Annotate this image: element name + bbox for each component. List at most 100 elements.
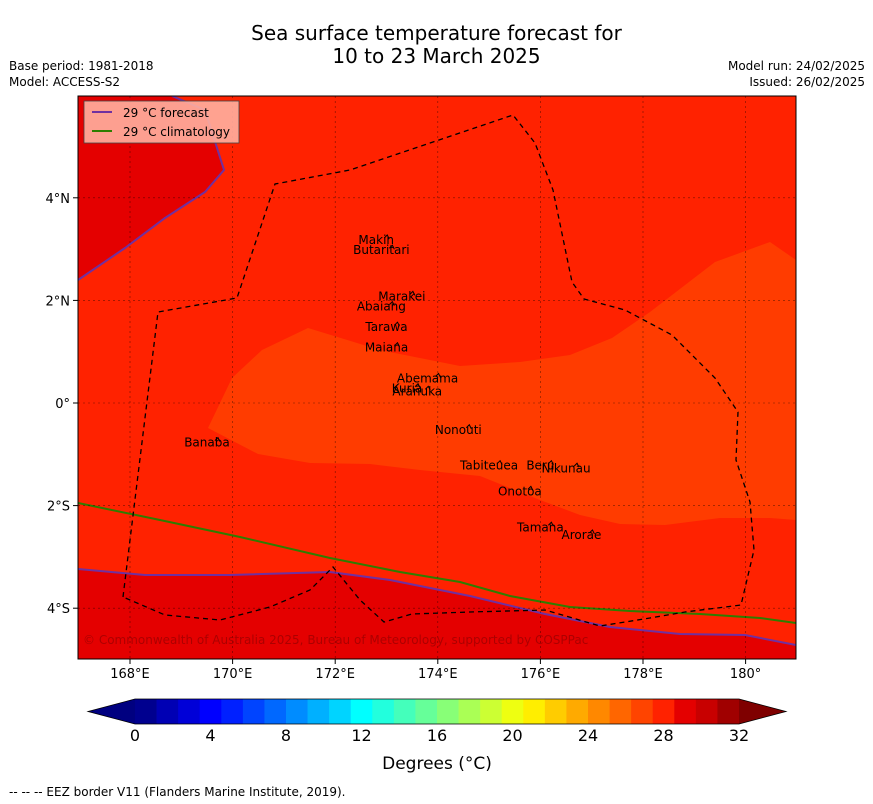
map-legend: 29 °C forecast 29 °C climatology xyxy=(83,100,240,144)
island-outline xyxy=(394,341,400,347)
x-tick-label: 176°E xyxy=(521,667,561,682)
island-outline xyxy=(414,382,421,388)
colorbar-segment xyxy=(135,699,157,724)
colorbar-tick-label: 8 xyxy=(281,726,291,745)
colorbar-segment xyxy=(609,699,632,724)
warm-pool-south xyxy=(78,569,796,659)
meta-left: Base period: 1981-2018 Model: ACCESS-S2 xyxy=(9,58,154,90)
island-outline xyxy=(394,321,400,327)
y-tick-label: 4°N xyxy=(46,192,71,207)
colorbar-segment xyxy=(393,699,416,724)
colorbar-segment xyxy=(631,699,654,724)
island-outline xyxy=(409,290,416,296)
island-outline xyxy=(589,529,595,535)
colorbar-segment xyxy=(221,699,244,724)
colorbar-segment xyxy=(156,699,179,724)
colorbar-segment xyxy=(350,699,373,724)
place-label: Tarawa xyxy=(364,320,407,334)
colorbar-segment xyxy=(415,699,438,724)
colorbar-tick-label: 16 xyxy=(427,726,447,745)
place-label: Beru xyxy=(526,459,554,473)
legend-box xyxy=(83,100,240,144)
legend-forecast-label: 29 °C forecast xyxy=(123,106,209,120)
colorbar-tick-label: 20 xyxy=(502,726,522,745)
island-outline xyxy=(548,459,554,465)
place-label: Marakei xyxy=(378,289,425,303)
colorbar-segment xyxy=(480,699,503,724)
island-outline xyxy=(214,436,221,442)
eez-source-note: -- -- -- EEZ border V11 (Flanders Marine… xyxy=(9,785,346,799)
meta-right: Model run: 24/02/2025 Issued: 26/02/2025 xyxy=(728,58,865,90)
gridlines xyxy=(78,96,796,659)
colorbar-segment xyxy=(717,699,740,724)
colorbar-segment xyxy=(372,699,395,724)
colorbar-tick-label: 32 xyxy=(729,726,749,745)
colorbar-segment xyxy=(199,699,222,724)
colorbar-segment xyxy=(695,699,718,724)
legend-climatology-label: 29 °C climatology xyxy=(123,125,230,139)
place-label: Kuria xyxy=(392,382,423,396)
colorbar-segment xyxy=(501,699,524,724)
copyright-text: © Commonwealth of Australia 2025, Bureau… xyxy=(83,633,588,647)
colorbar-over-arrow xyxy=(739,699,786,724)
colorbar-tick-label: 4 xyxy=(205,726,215,745)
place-label: Onotoa xyxy=(498,484,542,498)
colorbar-segment xyxy=(544,699,567,724)
place-label: Aranuka xyxy=(392,384,442,398)
place-label: Arorae xyxy=(561,528,601,542)
issued-date: Issued: 26/02/2025 xyxy=(749,75,865,89)
colorbar-tick-label: 12 xyxy=(351,726,371,745)
island-outline xyxy=(389,300,395,306)
colorbar: 0 4 8 12 16 20 24 28 32 xyxy=(86,698,788,745)
colorbar-segment xyxy=(307,699,330,724)
place-label: Butaritari xyxy=(353,243,410,257)
y-tick-label: 2°N xyxy=(46,294,71,309)
map-frame xyxy=(77,95,797,660)
climatology-contour xyxy=(78,502,796,624)
x-tick-label: 178°E xyxy=(623,667,663,682)
island-outline xyxy=(496,459,503,465)
colorbar-segment xyxy=(458,699,481,724)
place-label: Nikunau xyxy=(542,461,591,475)
island-outline xyxy=(548,521,554,527)
colorbar-segment xyxy=(264,699,287,724)
y-tick-label: 0° xyxy=(55,397,70,412)
y-tick-label: 2°S xyxy=(47,500,70,515)
sst-field-27-28 xyxy=(208,242,796,525)
place-label: Banaba xyxy=(184,436,230,450)
colorbar-tick-label: 0 xyxy=(130,726,140,745)
island-outline xyxy=(465,423,472,430)
place-label: Tamana xyxy=(516,520,564,534)
title-line-2: 10 to 23 March 2025 xyxy=(332,44,541,68)
base-period: Base period: 1981-2018 xyxy=(9,59,154,73)
colorbar-segment xyxy=(674,699,697,724)
forecast-contour-south xyxy=(78,568,796,646)
colorbar-outline xyxy=(86,698,788,725)
y-tick-label: 4°S xyxy=(47,602,70,617)
x-tick-label: 180° xyxy=(730,667,761,682)
island-outline xyxy=(435,372,441,378)
island-outline xyxy=(424,385,431,391)
x-tick-label: 170°E xyxy=(213,667,253,682)
colorbar-label: Degrees (°C) xyxy=(382,754,492,774)
colorbar-segment xyxy=(242,699,265,724)
island-outline xyxy=(573,462,580,468)
x-tick-label: 174°E xyxy=(418,667,458,682)
title-line-1: Sea surface temperature forecast for xyxy=(251,21,622,45)
island-outline xyxy=(527,485,534,491)
colorbar-segment xyxy=(652,699,675,724)
model-name: Model: ACCESS-S2 xyxy=(9,75,121,89)
colorbar-segment xyxy=(178,699,201,724)
place-label: Nonouti xyxy=(435,423,482,437)
place-label: Makin xyxy=(358,233,394,247)
eez-border xyxy=(122,114,755,627)
colorbar-segment xyxy=(437,699,459,724)
model-run: Model run: 24/02/2025 xyxy=(727,59,865,73)
chart-title: Sea surface temperature forecast for 10 … xyxy=(0,22,873,68)
colorbar-under-arrow xyxy=(88,699,135,724)
place-label: Abaiang xyxy=(357,300,406,314)
place-label: Maiana xyxy=(365,341,408,355)
